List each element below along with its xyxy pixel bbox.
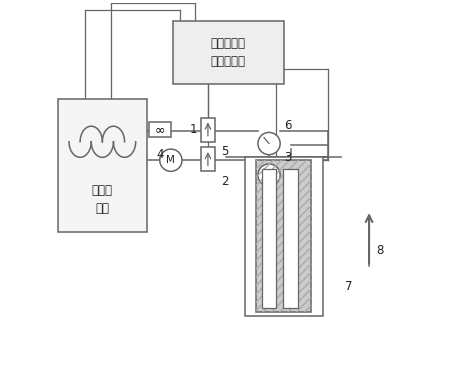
Text: M: M (166, 155, 175, 165)
Text: 数据采集控
制分析系统: 数据采集控 制分析系统 (210, 37, 245, 68)
Text: 4: 4 (156, 148, 163, 161)
Text: 8: 8 (375, 244, 383, 258)
Bar (200, 118, 215, 142)
Text: 7: 7 (344, 280, 352, 293)
Text: 3: 3 (283, 151, 291, 164)
Bar (244, 156, 322, 316)
Bar (172, 21, 283, 84)
Bar (200, 147, 215, 171)
Bar (58, 99, 146, 232)
Text: 1: 1 (189, 123, 196, 136)
Bar (261, 170, 276, 308)
Text: ∞: ∞ (154, 123, 164, 136)
Circle shape (159, 149, 181, 171)
Circle shape (257, 132, 280, 155)
Bar (256, 160, 310, 312)
Bar (256, 160, 310, 312)
Text: 电加热
水箱: 电加热 水箱 (92, 183, 113, 215)
Text: 2: 2 (220, 175, 228, 188)
Bar (148, 122, 170, 137)
Text: 5: 5 (220, 146, 228, 158)
Bar (282, 170, 297, 308)
Circle shape (257, 164, 280, 186)
Text: 6: 6 (283, 120, 291, 132)
